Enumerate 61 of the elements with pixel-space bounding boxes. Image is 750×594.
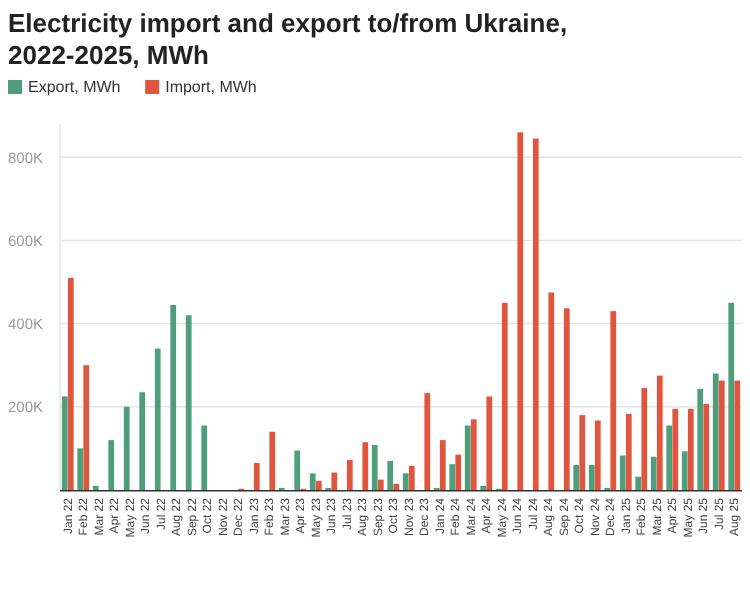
bar	[588, 465, 595, 490]
bar	[185, 315, 192, 490]
bar	[331, 472, 338, 490]
bar	[666, 425, 673, 490]
bar	[548, 292, 555, 490]
bar	[672, 408, 679, 490]
bar	[625, 413, 632, 490]
bar	[408, 465, 415, 490]
bar	[728, 302, 735, 490]
bar	[718, 380, 725, 490]
bar	[703, 403, 710, 490]
bar	[402, 473, 409, 490]
bar	[393, 483, 400, 490]
bar	[464, 425, 471, 490]
bar	[712, 373, 719, 490]
bar	[619, 455, 626, 490]
bar	[650, 456, 657, 490]
bar	[294, 450, 301, 490]
bar	[681, 451, 688, 490]
bar	[501, 302, 508, 490]
bar	[697, 388, 704, 490]
bar	[573, 465, 580, 490]
bar	[656, 375, 663, 490]
bar	[377, 479, 384, 490]
bar	[108, 440, 115, 490]
bar	[687, 408, 694, 490]
bar	[517, 132, 524, 490]
bar	[387, 460, 394, 490]
bar	[455, 454, 462, 490]
bar	[594, 420, 601, 490]
bar	[532, 138, 539, 490]
bar	[439, 440, 446, 490]
bar	[579, 415, 586, 490]
bar	[83, 365, 90, 490]
bar	[154, 348, 161, 490]
bar	[61, 396, 68, 490]
bar	[67, 277, 74, 490]
bar	[362, 442, 369, 490]
bar	[253, 462, 260, 490]
bar	[269, 431, 276, 490]
bar	[201, 425, 208, 490]
bar	[315, 480, 322, 490]
bar	[641, 388, 648, 490]
bar	[170, 304, 177, 490]
legend-label: Export, MWh	[28, 78, 121, 96]
legend-label: Import, MWh	[165, 78, 257, 96]
bar	[346, 460, 353, 490]
chart-title: Electricity import and export to/from Ukraine, 2022-2025, MWh	[8, 8, 568, 70]
bar	[563, 308, 570, 490]
bar	[309, 473, 316, 490]
bar	[635, 476, 642, 490]
bar	[486, 396, 493, 490]
bar	[610, 311, 617, 490]
bar	[139, 392, 146, 490]
bar	[77, 448, 84, 490]
bar	[470, 419, 477, 490]
bar	[371, 445, 378, 490]
bar	[449, 464, 456, 490]
bar	[424, 393, 431, 490]
bar	[123, 406, 130, 490]
bar	[734, 380, 741, 490]
